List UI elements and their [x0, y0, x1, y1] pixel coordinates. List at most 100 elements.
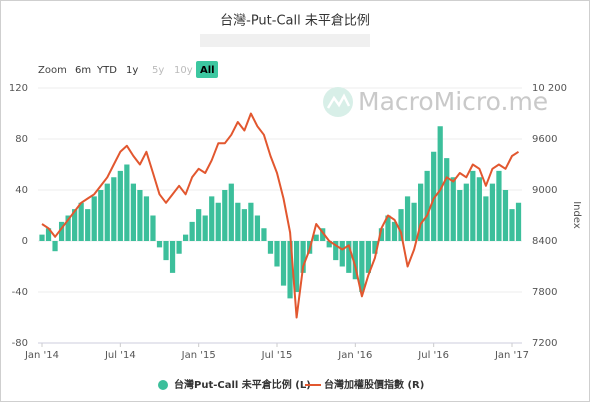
range-button[interactable]: All	[200, 65, 215, 76]
y-tick-label: 40	[15, 185, 28, 196]
bar	[509, 209, 515, 241]
bar	[202, 215, 208, 241]
bar	[196, 209, 202, 241]
zoom-label: Zoom	[38, 65, 67, 76]
bar	[470, 170, 476, 241]
bar	[235, 202, 241, 241]
bar	[300, 241, 306, 273]
range-button-bg	[196, 61, 218, 78]
bar	[143, 196, 150, 241]
bar	[222, 190, 228, 241]
bar	[457, 190, 463, 241]
bar	[215, 202, 221, 241]
bar	[320, 228, 326, 241]
range-button[interactable]: 10y	[174, 65, 193, 76]
bar	[437, 126, 443, 241]
watermark-text: MacroMicro.me	[358, 87, 548, 116]
y2-tick-label: 10 200	[532, 83, 567, 94]
bar	[111, 177, 117, 241]
bar	[104, 183, 110, 241]
bar	[496, 170, 502, 241]
bar	[241, 209, 247, 241]
legend-label[interactable]: 台灣Put-Call 未平倉比例 (L)	[174, 378, 311, 391]
x-tick-label: Jul '14	[104, 350, 136, 361]
bar	[346, 241, 352, 273]
range-button[interactable]: 6m	[75, 65, 91, 76]
y-tick-label: -40	[12, 287, 28, 298]
bar	[130, 183, 136, 241]
bar	[398, 209, 404, 241]
y2-tick-label: 9600	[532, 134, 557, 145]
bar	[313, 234, 319, 241]
x-tick-label: Jan '17	[494, 350, 529, 361]
bar	[372, 241, 378, 254]
bar	[489, 183, 496, 241]
bar	[209, 196, 215, 241]
y2-tick-label: 7200	[532, 338, 557, 349]
bar	[91, 196, 97, 241]
bar	[444, 158, 450, 241]
bar	[326, 241, 332, 248]
bar	[117, 170, 123, 241]
watermark: MacroMicro.me	[323, 87, 548, 117]
bar	[52, 241, 58, 252]
x-tick-label: Jul '15	[261, 350, 293, 361]
bar	[150, 215, 156, 241]
legend-marker	[158, 380, 168, 390]
subtitle-placeholder	[200, 34, 370, 47]
bar	[65, 215, 71, 241]
bar	[385, 215, 391, 241]
y2-axis-title: Index	[571, 201, 582, 229]
chart-title: 台灣-Put-Call 未平倉比例	[220, 14, 370, 29]
bar	[280, 241, 287, 286]
bar	[189, 221, 195, 241]
bar	[85, 209, 91, 241]
bar	[359, 241, 365, 292]
bar	[124, 164, 130, 241]
range-button[interactable]: YTD	[96, 65, 117, 76]
bar	[365, 241, 371, 273]
bar	[483, 196, 489, 241]
legend-label[interactable]: 台灣加權股價指數 (R)	[324, 378, 424, 391]
range-button[interactable]: 5y	[152, 65, 164, 76]
bar	[431, 151, 437, 241]
bar	[418, 183, 424, 241]
bar	[339, 241, 345, 267]
bar	[391, 221, 398, 241]
y-tick-label: 0	[22, 236, 28, 247]
line	[41, 112, 520, 319]
y-tick-label: 80	[15, 134, 28, 145]
bar	[502, 190, 509, 241]
y2-tick-label: 8400	[532, 236, 557, 247]
bar	[39, 234, 45, 241]
x-tick-label: Jul '16	[417, 350, 449, 361]
y-tick-label: -80	[12, 338, 28, 349]
bar	[333, 241, 339, 261]
bar	[450, 177, 456, 241]
bar	[274, 241, 280, 267]
bar	[515, 202, 522, 241]
bar	[58, 221, 65, 241]
bar	[287, 241, 293, 299]
bar	[463, 183, 469, 241]
bar	[404, 196, 411, 241]
bar	[254, 215, 261, 241]
bar	[267, 241, 274, 254]
bar	[163, 241, 169, 261]
bar	[261, 228, 267, 241]
bar	[424, 170, 430, 241]
bar	[352, 241, 358, 280]
x-tick-label: Jan '15	[181, 350, 216, 361]
bar	[72, 209, 78, 241]
bar	[45, 228, 52, 241]
bar	[293, 241, 300, 292]
bar	[156, 241, 163, 248]
bar	[169, 241, 176, 273]
bar	[378, 228, 385, 241]
x-tick-label: Jan '16	[337, 350, 372, 361]
range-button[interactable]: 1y	[126, 65, 138, 76]
bar	[248, 202, 254, 241]
bar	[78, 202, 84, 241]
y2-tick-label: 7800	[532, 287, 557, 298]
